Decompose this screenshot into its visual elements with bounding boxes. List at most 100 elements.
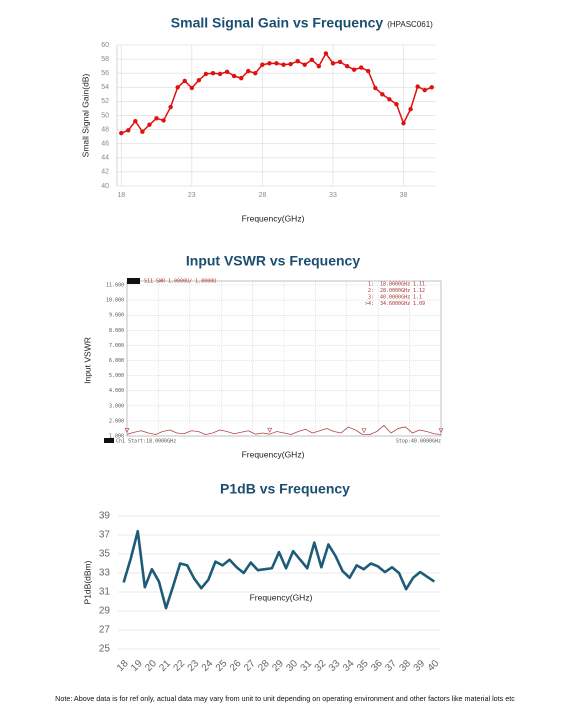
y-tick-label: 39 bbox=[99, 511, 111, 522]
y-tick-label: 44 bbox=[101, 155, 109, 162]
stop-label: Stop:40.0000GHz bbox=[396, 439, 441, 445]
x-tick-label: 23 bbox=[188, 192, 196, 199]
data-point bbox=[394, 102, 399, 107]
y-tick-label: 35 bbox=[99, 549, 111, 560]
data-point bbox=[351, 67, 357, 72]
data-point bbox=[309, 57, 314, 63]
y-tick-label: 58 bbox=[101, 56, 109, 63]
chart-title: P1dB vs Frequency bbox=[220, 481, 350, 497]
x-tick-label: 40 bbox=[426, 658, 442, 674]
marker-frequency: 18.0000GHz bbox=[380, 282, 410, 288]
marker-name: 3: bbox=[368, 295, 374, 301]
data-point bbox=[175, 85, 180, 90]
marker-frequency: 28.0000GHz bbox=[380, 288, 410, 294]
data-point bbox=[147, 122, 152, 127]
data-point bbox=[330, 61, 336, 66]
data-point bbox=[281, 62, 286, 67]
vna-marker bbox=[361, 428, 367, 434]
data-line bbox=[126, 425, 442, 436]
data-point bbox=[231, 73, 237, 79]
y-tick-label: 11.000 bbox=[106, 283, 124, 289]
header-bar bbox=[127, 278, 140, 284]
data-point bbox=[366, 68, 371, 74]
data-point bbox=[337, 59, 343, 65]
chart-title: Small Signal Gain vs Frequency bbox=[171, 15, 384, 31]
y-tick-label: 37 bbox=[99, 530, 111, 541]
data-point bbox=[189, 85, 195, 91]
data-point bbox=[161, 118, 166, 123]
data-point bbox=[274, 61, 279, 66]
x-tick-label: 18 bbox=[117, 192, 125, 199]
data-point bbox=[224, 69, 230, 74]
y-tick-label: 1.000 bbox=[109, 434, 124, 440]
instrument-header: S11 SWR 1.0000U/ 1.0000U bbox=[144, 279, 216, 285]
data-point bbox=[210, 71, 216, 76]
data-point bbox=[288, 61, 293, 67]
y-tick-label: 3.000 bbox=[109, 403, 124, 409]
data-point bbox=[422, 87, 427, 93]
data-point bbox=[217, 71, 223, 77]
data-point bbox=[239, 75, 244, 81]
data-point bbox=[267, 61, 272, 66]
y-tick-label: 52 bbox=[101, 98, 109, 105]
chart-subtitle: (HPASC061) bbox=[387, 20, 433, 29]
footer-bar bbox=[104, 438, 114, 443]
data-point bbox=[253, 71, 258, 76]
data-point bbox=[196, 78, 202, 83]
data-point bbox=[119, 130, 124, 136]
y-axis-label: P1dB(dBm) bbox=[82, 560, 92, 604]
x-axis-label: Frequency(GHz) bbox=[242, 449, 305, 459]
data-point bbox=[246, 68, 251, 74]
vna-marker bbox=[267, 427, 273, 433]
y-tick-label: 10.000 bbox=[106, 298, 124, 304]
y-tick-label: 40 bbox=[101, 183, 109, 190]
y-tick-label: 29 bbox=[99, 606, 111, 617]
y-axis-label: Small Signal Gain(dB) bbox=[80, 74, 90, 158]
y-tick-label: 54 bbox=[101, 84, 109, 91]
data-point bbox=[140, 129, 145, 134]
data-point bbox=[302, 62, 307, 67]
y-tick-label: 60 bbox=[101, 42, 109, 49]
data-point bbox=[203, 71, 209, 77]
x-tick-label: 38 bbox=[400, 192, 408, 199]
data-point bbox=[373, 85, 378, 91]
y-tick-label: 46 bbox=[101, 141, 109, 148]
vna-marker bbox=[438, 428, 444, 434]
y-tick-label: 56 bbox=[101, 70, 109, 77]
data-line bbox=[122, 529, 436, 610]
y-tick-label: 31 bbox=[99, 587, 111, 598]
start-label: Ch1 Start:18.0000GHz bbox=[116, 439, 176, 445]
vna-marker bbox=[124, 428, 130, 434]
data-point bbox=[260, 62, 265, 67]
y-tick-label: 25 bbox=[99, 644, 111, 655]
x-tick-label: 28 bbox=[258, 192, 266, 199]
y-tick-label: 50 bbox=[101, 112, 109, 119]
data-point bbox=[154, 116, 159, 121]
y-tick-label: 8.000 bbox=[109, 328, 124, 334]
data-point bbox=[415, 84, 420, 89]
marker-value: 1.11 bbox=[413, 282, 425, 288]
marker-frequency: 34.6000GHz bbox=[380, 301, 410, 307]
x-tick-label: 33 bbox=[329, 192, 337, 199]
y-tick-label: 33 bbox=[99, 568, 111, 579]
data-point bbox=[316, 63, 322, 69]
y-tick-label: 7.000 bbox=[109, 343, 124, 349]
marker-name: 2: bbox=[368, 288, 374, 294]
data-point bbox=[133, 118, 138, 124]
data-point bbox=[358, 65, 364, 70]
marker-value: 1.1 bbox=[413, 295, 422, 301]
y-tick-label: 42 bbox=[101, 169, 109, 176]
marker-name: >4: bbox=[365, 301, 374, 307]
y-tick-label: 9.000 bbox=[109, 313, 124, 319]
y-tick-label: 6.000 bbox=[109, 358, 124, 364]
data-point bbox=[408, 106, 413, 112]
data-point bbox=[295, 59, 300, 64]
marker-frequency: 40.0000GHz bbox=[380, 295, 410, 301]
y-tick-label: 4.000 bbox=[109, 388, 124, 394]
data-point bbox=[323, 51, 329, 56]
data-point bbox=[182, 78, 187, 84]
note: Note: Above data is for ref only, actual… bbox=[55, 694, 515, 703]
marker-value: 1.12 bbox=[413, 288, 425, 294]
y-tick-label: 48 bbox=[101, 126, 109, 133]
